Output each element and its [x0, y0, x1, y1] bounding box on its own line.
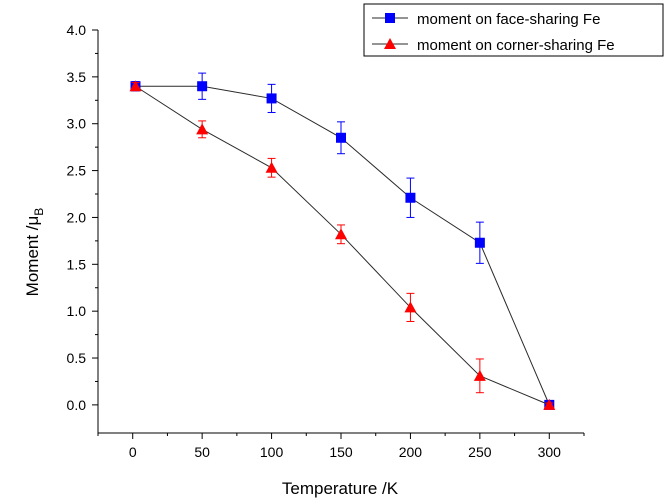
legend-entry-corner-sharing: moment on corner-sharing Fe [372, 37, 615, 54]
x-tick-label: 150 [329, 444, 353, 460]
y-tick-label: 1.0 [67, 303, 87, 319]
y-tick-label: 0.5 [67, 350, 87, 366]
legend: moment on face-sharing Fe moment on corn… [363, 3, 664, 57]
data-point-square [197, 81, 208, 92]
data-point-triangle [473, 369, 486, 381]
legend-entry-face-sharing: moment on face-sharing Fe [372, 11, 600, 28]
x-tick-label: 250 [468, 444, 492, 460]
data-point-triangle [543, 398, 556, 410]
y-tick-label: 2.0 [67, 209, 87, 225]
series-layer [129, 72, 556, 410]
data-point-triangle [265, 161, 278, 173]
data-point-triangle [335, 228, 347, 240]
data-point-triangle [196, 123, 209, 135]
x-tick-label: 300 [538, 444, 562, 460]
y-tick-label: 4.0 [67, 22, 87, 38]
data-point-triangle [404, 301, 417, 313]
legend-marker-face-sharing [385, 13, 395, 23]
data-point-square [266, 93, 277, 104]
legend-label-corner-sharing: moment on corner-sharing Fe [417, 37, 615, 54]
data-point-square [474, 237, 485, 248]
legend-marker-corner-sharing [384, 38, 396, 49]
y-tick-label: 1.5 [67, 256, 87, 272]
data-point-square [336, 132, 346, 143]
data-point-square [405, 192, 416, 203]
y-tick-label: 3.5 [67, 69, 87, 85]
legend-label-face-sharing: moment on face-sharing Fe [417, 11, 600, 28]
x-axis-title: Temperature /K [282, 479, 399, 498]
x-tick-label: 50 [194, 444, 210, 460]
y-tick-label: 2.5 [67, 163, 87, 179]
x-tick-label: 200 [399, 444, 423, 460]
y-axis-title: Moment /μB [23, 208, 46, 297]
y-tick-label: 0.0 [67, 397, 87, 413]
x-tick-label: 100 [260, 444, 284, 460]
legend-box [363, 3, 664, 57]
axes-layer: 0 50 100 150 200 250 300 0.0 0.5 1.0 1.5 2.0 2.5 3.0 3… [67, 22, 585, 460]
x-tick-label: 0 [129, 444, 137, 460]
series-corner-sharing [129, 80, 556, 410]
data-point-triangle [129, 80, 142, 92]
y-tick-label: 3.0 [67, 116, 87, 132]
